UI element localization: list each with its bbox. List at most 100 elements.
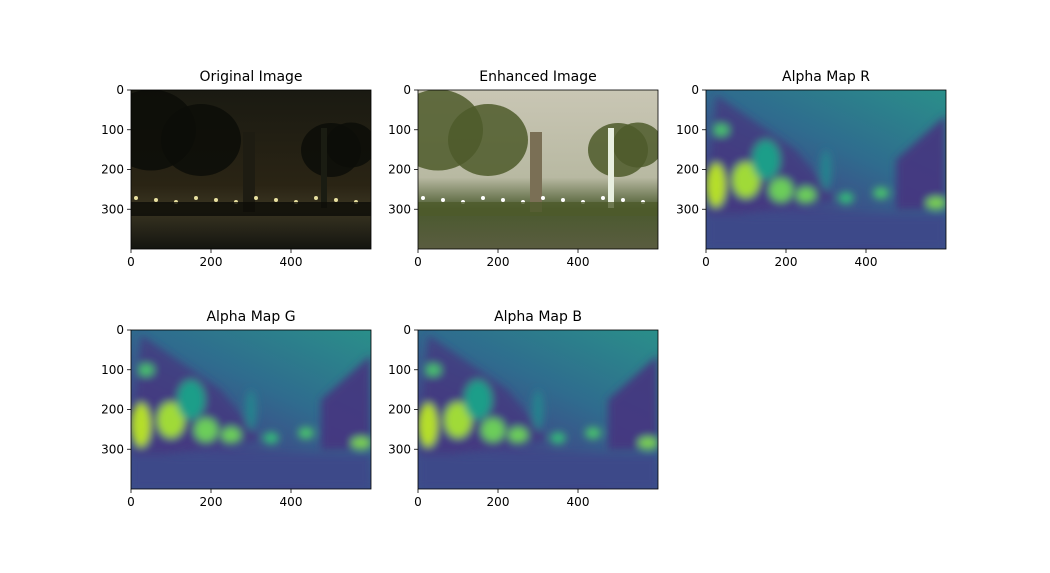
hedge — [131, 202, 371, 216]
alpha-blob — [638, 437, 658, 449]
x-tick-label: 400 — [280, 255, 303, 269]
light — [541, 196, 545, 200]
x-tick-label: 200 — [775, 255, 798, 269]
alpha-blob — [752, 140, 780, 180]
y-tick-label: 200 — [388, 403, 411, 417]
light — [214, 198, 218, 202]
light — [421, 196, 425, 200]
obelisk — [608, 128, 614, 208]
alpha-blob — [157, 402, 185, 438]
subplot: Alpha Map G 0 200 400 0 100 200 300 — [101, 309, 372, 509]
alpha-blob — [706, 163, 726, 207]
light — [274, 198, 278, 202]
y-tick-label: 100 — [101, 123, 124, 137]
x-tick-label: 200 — [200, 255, 223, 269]
tree — [613, 122, 658, 168]
light — [154, 198, 158, 202]
alpha-blob — [418, 403, 438, 447]
dark-band — [418, 455, 658, 489]
light — [501, 198, 505, 202]
tree — [448, 104, 528, 176]
alpha-blob — [194, 418, 218, 442]
alpha-features — [418, 335, 658, 489]
y-tick-label: 100 — [388, 123, 411, 137]
light — [134, 196, 138, 200]
light — [194, 196, 198, 200]
dark-region — [608, 355, 658, 450]
statue — [243, 132, 255, 212]
statue — [530, 132, 542, 212]
y-tick-label: 300 — [101, 202, 124, 216]
dark-band — [706, 215, 946, 249]
image — [418, 90, 658, 249]
alpha-blob — [532, 390, 544, 430]
alpha-blob — [838, 192, 854, 204]
y-tick-label: 300 — [388, 202, 411, 216]
x-tick-label: 400 — [280, 495, 303, 509]
alpha-blob — [873, 187, 889, 199]
dark-region — [896, 115, 946, 210]
dark-region — [321, 355, 371, 450]
y-tick-label: 0 — [691, 83, 699, 97]
y-tick-label: 200 — [676, 163, 699, 177]
y-tick-label: 200 — [388, 163, 411, 177]
subplot: Alpha Map R 0 200 400 0 100 200 300 — [676, 69, 947, 269]
alpha-blob — [820, 150, 832, 190]
x-tick-label: 0 — [414, 495, 422, 509]
alpha-blob — [508, 427, 528, 443]
y-tick-label: 0 — [403, 323, 411, 337]
subplot-title: Alpha Map R — [782, 69, 870, 85]
y-tick-label: 100 — [101, 363, 124, 377]
alpha-blob — [732, 162, 760, 198]
light — [334, 198, 338, 202]
light — [621, 198, 625, 202]
x-tick-label: 200 — [200, 495, 223, 509]
alpha-blob — [221, 427, 241, 443]
light — [441, 198, 445, 202]
hedge — [418, 202, 658, 216]
image — [418, 330, 658, 489]
y-tick-label: 200 — [101, 403, 124, 417]
y-tick-label: 0 — [116, 323, 124, 337]
alpha-blob — [138, 364, 154, 376]
alpha-blob — [263, 432, 279, 444]
alpha-blob — [177, 380, 205, 420]
subplot: Alpha Map B 0 200 400 0 100 200 300 — [388, 309, 659, 509]
alpha-blob — [298, 427, 314, 439]
subplot: Original Image 0 200 400 0 100 200 300 — [101, 69, 372, 269]
alpha-blob — [481, 418, 505, 442]
image — [131, 90, 371, 249]
alpha-blob — [351, 437, 371, 449]
y-tick-label: 300 — [388, 442, 411, 456]
image — [131, 330, 371, 489]
x-tick-label: 200 — [487, 495, 510, 509]
image — [706, 90, 946, 249]
y-tick-label: 200 — [101, 163, 124, 177]
alpha-features — [131, 335, 371, 489]
alpha-blob — [550, 432, 566, 444]
x-tick-label: 0 — [702, 255, 710, 269]
light — [254, 196, 258, 200]
y-tick-label: 300 — [676, 202, 699, 216]
alpha-blob — [464, 380, 492, 420]
light — [601, 196, 605, 200]
alpha-blob — [796, 187, 816, 203]
x-tick-label: 400 — [567, 495, 590, 509]
x-tick-label: 200 — [487, 255, 510, 269]
y-tick-label: 0 — [116, 83, 124, 97]
alpha-blob — [444, 402, 472, 438]
x-tick-label: 400 — [567, 255, 590, 269]
y-tick-label: 100 — [676, 123, 699, 137]
alpha-blob — [713, 124, 729, 136]
x-tick-label: 0 — [127, 255, 135, 269]
alpha-blob — [926, 197, 946, 209]
light — [481, 196, 485, 200]
alpha-features — [706, 95, 946, 249]
tree — [326, 122, 371, 168]
x-tick-label: 0 — [127, 495, 135, 509]
alpha-blob — [425, 364, 441, 376]
alpha-blob — [769, 178, 793, 202]
subplot-title: Alpha Map B — [494, 309, 582, 325]
